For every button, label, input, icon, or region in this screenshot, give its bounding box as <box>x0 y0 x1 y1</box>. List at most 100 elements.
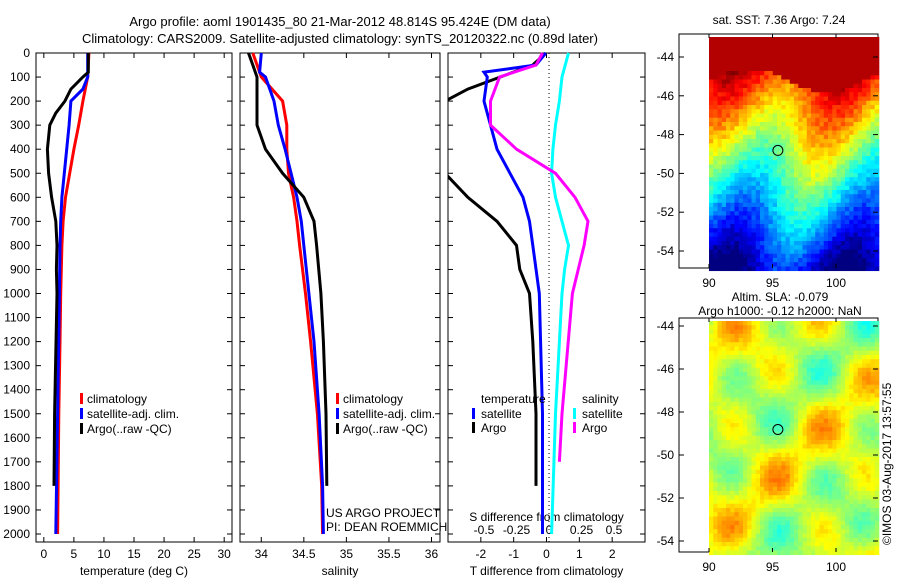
map-cell <box>849 431 854 437</box>
map-cell <box>811 75 816 80</box>
sst-map-title: sat. SST: 7.36 Argo: 7.24 <box>713 13 846 27</box>
map-cell <box>828 219 833 225</box>
map-cell <box>870 45 876 51</box>
map-cell <box>811 219 816 225</box>
map-cell <box>789 215 795 221</box>
map-cell <box>747 49 752 55</box>
map-cell <box>811 465 816 471</box>
panel-frame-2 <box>447 52 646 543</box>
map-cell <box>845 338 850 343</box>
map-cell <box>709 367 714 373</box>
map-cell <box>806 249 812 255</box>
map-cell <box>768 151 774 157</box>
map-cell <box>785 329 791 335</box>
map-cell <box>764 164 769 170</box>
map-cell <box>772 224 778 229</box>
map-cell <box>772 325 778 330</box>
map-cell <box>717 363 723 369</box>
map-cell <box>760 92 765 97</box>
map-cell <box>836 380 842 386</box>
map-cell <box>840 478 846 483</box>
map-cell <box>768 71 774 76</box>
map-cell <box>866 478 871 483</box>
map-cell <box>785 338 791 343</box>
map-cell <box>713 499 718 505</box>
map-cell <box>840 49 846 55</box>
credit-label: ©IMOS 03-Aug-2017 13:57:55 <box>880 382 894 545</box>
map-cell <box>764 482 769 488</box>
map-cell <box>857 92 863 97</box>
map-cell <box>836 151 842 157</box>
map-cell <box>840 41 846 46</box>
map-cell <box>777 109 782 114</box>
map-cell <box>798 444 803 449</box>
map-cell <box>870 423 876 428</box>
map-cell <box>815 491 820 496</box>
map-cell <box>866 537 871 543</box>
map-cell <box>862 338 867 343</box>
map-cell <box>709 469 714 475</box>
map-cell <box>717 546 723 551</box>
map-cell <box>772 58 778 63</box>
map-cell <box>836 418 842 424</box>
map-cell <box>862 435 867 441</box>
map-cell <box>836 478 842 483</box>
map-cell <box>717 384 723 390</box>
map-cell <box>845 529 850 534</box>
map-cell <box>828 325 833 330</box>
map-cell <box>862 533 867 539</box>
map-cell <box>789 384 795 390</box>
map-cell <box>709 503 714 509</box>
map-cell <box>755 478 761 483</box>
map-cell <box>870 389 876 394</box>
map-cell <box>743 525 748 530</box>
depth-tick-label: 1000 <box>3 287 30 301</box>
map-cell <box>840 461 846 466</box>
map-cell <box>819 495 825 500</box>
map-cell <box>755 147 761 153</box>
map-cell <box>789 329 795 335</box>
map-cell <box>721 266 727 272</box>
map-cell <box>845 512 850 517</box>
panel-frame-1 <box>239 52 441 543</box>
map-cell <box>794 542 799 547</box>
map-cell <box>772 62 778 68</box>
map-cell <box>751 363 757 369</box>
map-cell <box>832 105 837 110</box>
map-cell <box>845 219 850 225</box>
map-cell <box>764 88 769 93</box>
map-cell <box>798 160 803 165</box>
map-cell <box>802 139 808 144</box>
map-cell <box>734 232 740 238</box>
map-cell <box>857 414 863 420</box>
map-cell <box>743 355 748 360</box>
map-cell <box>738 96 744 102</box>
map-cell <box>785 431 791 437</box>
map-cell <box>789 92 795 97</box>
map-cell <box>760 113 765 119</box>
map-cell <box>738 207 744 212</box>
map-cell <box>755 139 761 144</box>
map-cell <box>870 185 876 191</box>
map-cell <box>738 418 744 424</box>
map-cell <box>832 228 837 233</box>
map-cell <box>853 333 859 339</box>
map-cell <box>751 160 757 165</box>
map-cell <box>713 147 718 153</box>
sla-map-title-2: Argo h1000: -0.12 h2000: NaN <box>698 304 861 318</box>
map-cell <box>819 258 825 263</box>
map-cell <box>811 444 816 449</box>
map-cell <box>836 75 842 80</box>
lat-tick-label: -48 <box>657 128 675 142</box>
map-cell <box>874 482 880 488</box>
x-axis-label: temperature (deg C) <box>80 564 188 578</box>
map-cell <box>764 440 769 445</box>
map-cell <box>726 177 731 182</box>
map-cell <box>764 397 769 403</box>
map-cell <box>815 258 820 263</box>
map-cell <box>738 151 744 157</box>
map-cell <box>726 245 731 250</box>
map-cell <box>823 414 829 420</box>
map-cell <box>798 478 803 483</box>
map-cell <box>713 164 718 170</box>
